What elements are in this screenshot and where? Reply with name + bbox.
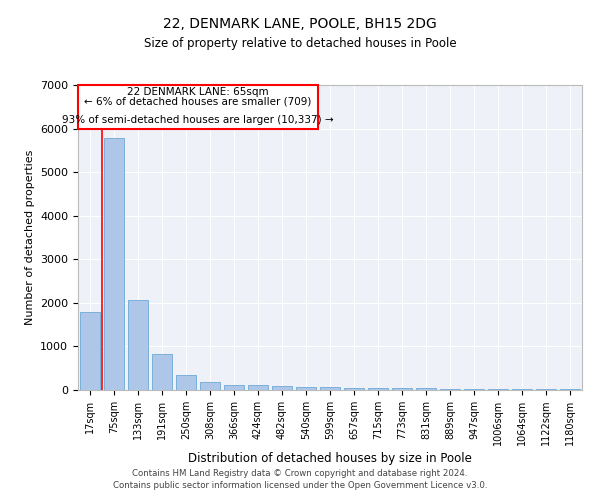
Text: Contains public sector information licensed under the Open Government Licence v3: Contains public sector information licen… [113, 481, 487, 490]
X-axis label: Distribution of detached houses by size in Poole: Distribution of detached houses by size … [188, 452, 472, 465]
Text: ← 6% of detached houses are smaller (709): ← 6% of detached houses are smaller (709… [85, 96, 311, 106]
Text: 22, DENMARK LANE, POOLE, BH15 2DG: 22, DENMARK LANE, POOLE, BH15 2DG [163, 18, 437, 32]
Bar [296, 387, 316, 390]
Text: 22 DENMARK LANE: 65sqm: 22 DENMARK LANE: 65sqm [127, 88, 269, 98]
Bar [416, 388, 436, 390]
Bar [464, 389, 484, 390]
Bar [176, 375, 196, 390]
Bar [128, 300, 148, 390]
Bar [368, 388, 388, 390]
Bar [272, 386, 292, 390]
Bar [512, 389, 532, 390]
Bar [344, 388, 364, 390]
Bar [200, 382, 220, 390]
Bar [104, 138, 124, 390]
Bar [80, 312, 100, 390]
Bar [224, 384, 244, 390]
Text: Contains HM Land Registry data © Crown copyright and database right 2024.: Contains HM Land Registry data © Crown c… [132, 468, 468, 477]
Bar [440, 388, 460, 390]
Bar [152, 354, 172, 390]
Bar [248, 386, 268, 390]
Text: Size of property relative to detached houses in Poole: Size of property relative to detached ho… [143, 38, 457, 51]
Bar [392, 388, 412, 390]
Bar [488, 389, 508, 390]
Bar [79, 85, 317, 130]
Text: 93% of semi-detached houses are larger (10,337) →: 93% of semi-detached houses are larger (… [62, 115, 334, 125]
Y-axis label: Number of detached properties: Number of detached properties [25, 150, 35, 325]
Bar [320, 387, 340, 390]
